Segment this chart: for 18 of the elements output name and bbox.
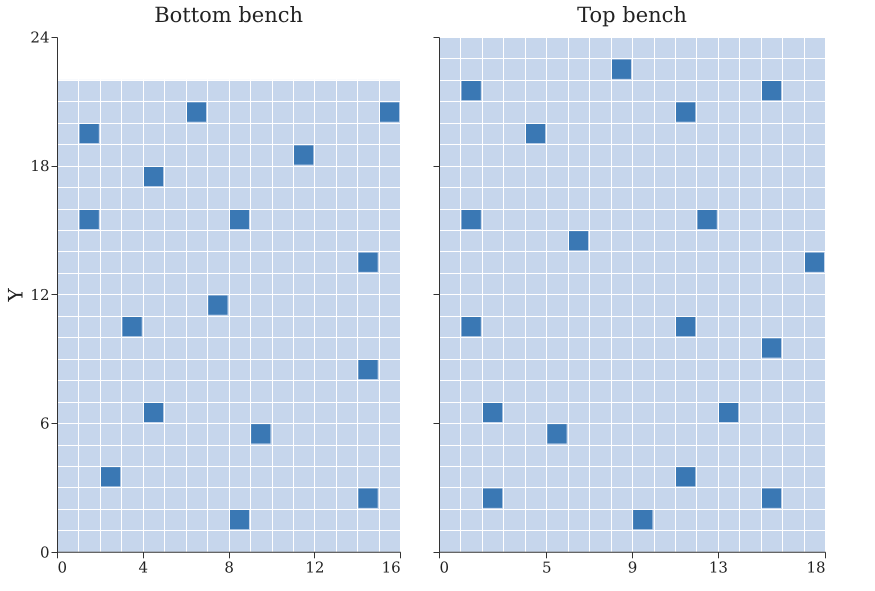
x-tick-label: 12 <box>305 558 324 576</box>
y-tick-label: 12 <box>30 286 50 304</box>
x-tick-label: 8 <box>224 558 234 576</box>
x-tick-label: 13 <box>708 558 728 576</box>
y-tick-label: 6 <box>40 414 50 433</box>
y-axis-title: Y <box>3 288 28 302</box>
x-tick-label: 18 <box>806 558 826 576</box>
x-tick-label: 16 <box>382 558 401 576</box>
x-tick-label: 5 <box>542 558 552 576</box>
x-tick-label: 9 <box>628 558 638 576</box>
y-tick-label: 24 <box>30 28 50 46</box>
y-tick-label: 18 <box>30 157 50 176</box>
chart-title: Top bench <box>577 3 687 27</box>
x-tick-label: 4 <box>138 558 148 576</box>
x-tick-label: 0 <box>440 558 450 576</box>
chart-title: Bottom bench <box>154 3 303 27</box>
y-tick-label: 0 <box>40 543 50 562</box>
x-tick-label: 0 <box>58 558 68 576</box>
